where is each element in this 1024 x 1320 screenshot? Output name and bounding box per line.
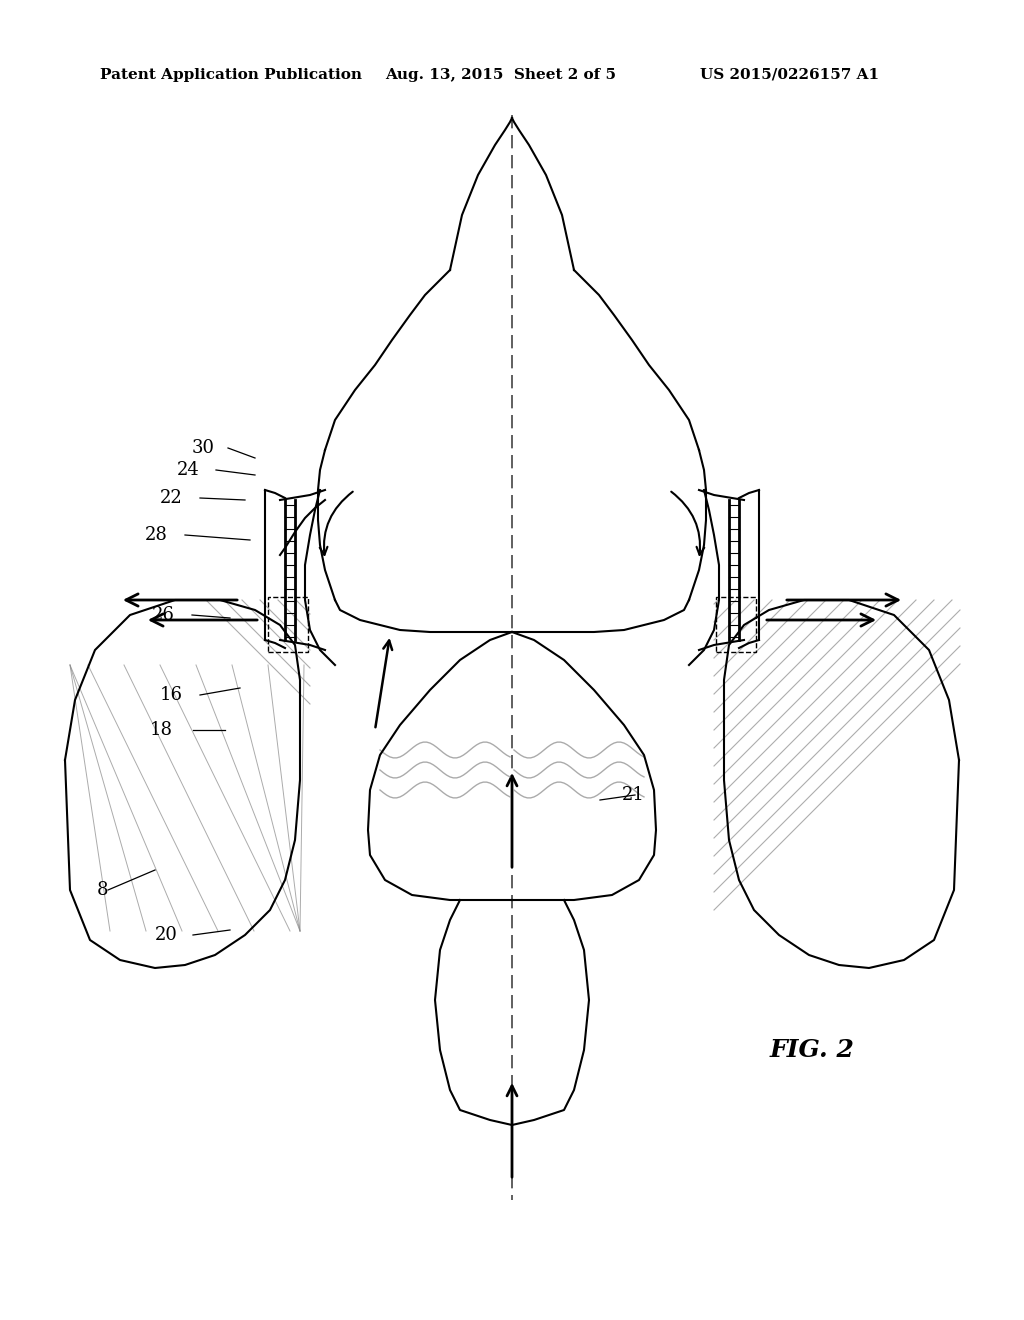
Text: FIG. 2: FIG. 2 xyxy=(770,1038,855,1063)
Text: Patent Application Publication: Patent Application Publication xyxy=(100,69,362,82)
Text: US 2015/0226157 A1: US 2015/0226157 A1 xyxy=(700,69,880,82)
Text: 21: 21 xyxy=(623,785,645,804)
Text: 24: 24 xyxy=(177,461,200,479)
Text: 20: 20 xyxy=(155,927,178,944)
Bar xyxy=(716,597,756,652)
Text: Aug. 13, 2015  Sheet 2 of 5: Aug. 13, 2015 Sheet 2 of 5 xyxy=(385,69,616,82)
Text: 26: 26 xyxy=(153,606,175,624)
Text: 16: 16 xyxy=(160,686,183,704)
Text: 30: 30 xyxy=(193,440,215,457)
Text: 8: 8 xyxy=(96,880,108,899)
Bar xyxy=(268,597,308,652)
Text: 22: 22 xyxy=(160,488,183,507)
Text: 18: 18 xyxy=(150,721,173,739)
Text: 28: 28 xyxy=(145,525,168,544)
